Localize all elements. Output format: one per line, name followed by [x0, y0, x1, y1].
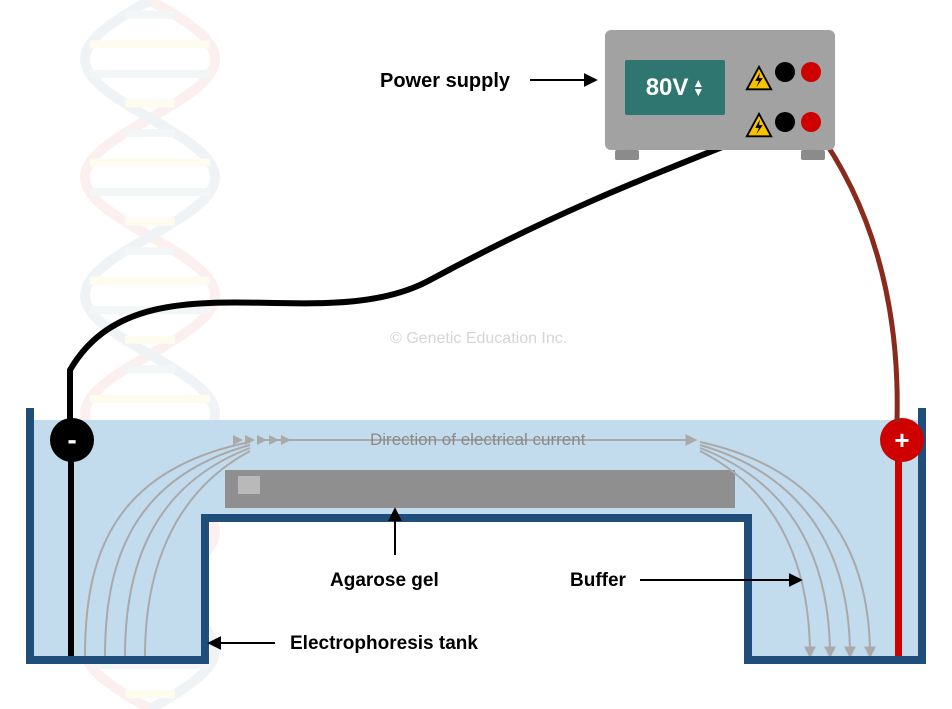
psu-jack-red	[801, 62, 821, 82]
power-supply: 80V ▲▼	[605, 30, 835, 162]
black-wire	[70, 122, 785, 418]
plus-symbol: +	[894, 425, 909, 456]
watermark-text: © Genetic Education Inc.	[390, 330, 567, 348]
minus-symbol: -	[67, 424, 76, 456]
psu-jack-black	[775, 112, 795, 132]
diagram-stage: - + 80V ▲▼ Power supply Direction of ele…	[0, 0, 952, 709]
voltage-readout: 80V	[646, 74, 689, 102]
psu-foot	[801, 150, 825, 160]
gel-well	[238, 476, 260, 494]
positive-electrode-cap: +	[880, 418, 924, 462]
voltage-updown-icon: ▲▼	[692, 79, 704, 97]
hazard-icon	[745, 112, 773, 140]
psu-foot	[615, 150, 639, 160]
negative-electrode-rod	[68, 438, 74, 656]
psu-jack-red	[801, 112, 821, 132]
positive-electrode-rod	[895, 438, 902, 656]
buffer-region	[34, 420, 918, 656]
current-lines	[85, 440, 870, 656]
current-direction-label: Direction of electrical current	[370, 430, 585, 450]
psu-screen: 80V ▲▼	[625, 60, 725, 115]
negative-electrode-cap: -	[50, 418, 94, 462]
agarose-gel-label: Agarose gel	[330, 570, 439, 592]
power-supply-label: Power supply	[380, 70, 510, 93]
psu-jack-black	[775, 62, 795, 82]
tank-label: Electrophoresis tank	[290, 633, 478, 655]
hazard-icon	[745, 65, 773, 93]
buffer-label: Buffer	[570, 570, 626, 592]
agarose-gel	[225, 470, 735, 508]
red-wire	[811, 122, 897, 420]
